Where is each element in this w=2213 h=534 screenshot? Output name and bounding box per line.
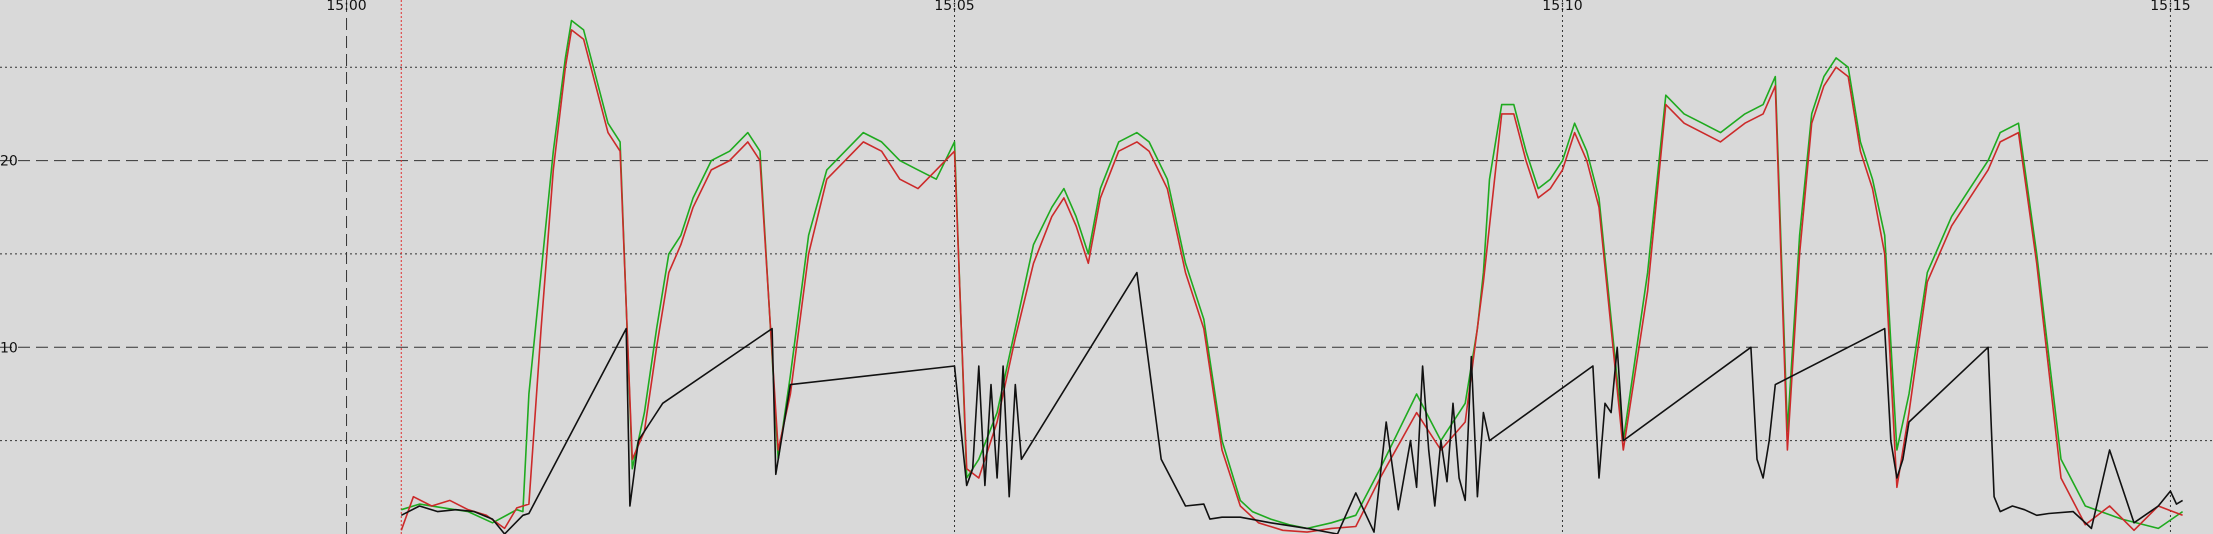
x-tick-label-2: 15:10 [1542, 0, 1582, 14]
series-line-0 [401, 19, 2184, 530]
series-layer [400, 19, 2184, 534]
x-tick-label-1: 15:05 [934, 0, 974, 14]
y-tick-label-1: 20 [0, 154, 18, 170]
y-tick-label-0: 10 [0, 340, 18, 356]
tick-label-layer: 15:00 15:05 15:10 15:15 10 20 [0, 0, 2191, 356]
series-line-2 [400, 271, 2184, 534]
series-line-1 [400, 29, 2183, 533]
x-tick-label-3: 15:15 [2150, 0, 2190, 14]
x-tick-label-0: 15:00 [326, 0, 366, 14]
